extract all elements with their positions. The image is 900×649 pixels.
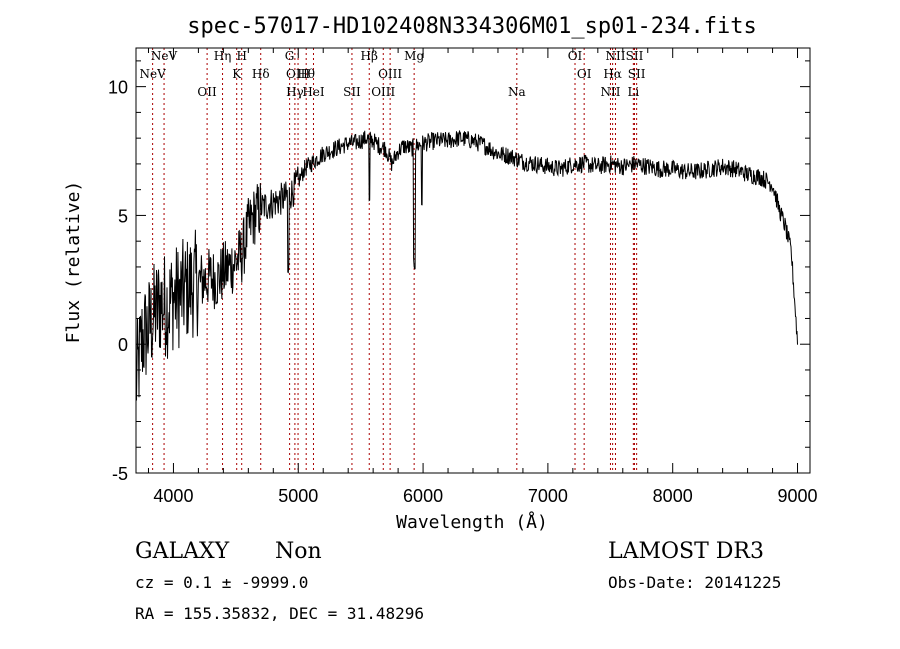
x-tick-label: 5000 [278, 486, 318, 506]
coordinates: RA = 155.35832, DEC = 31.48296 [135, 604, 424, 623]
spectral-line-label: H [236, 49, 246, 63]
y-tick-label: -5 [112, 464, 128, 484]
spectral-line-label: Mg [404, 49, 424, 63]
spectral-line-label: Hα [603, 67, 622, 81]
spectral-line-label: OI [577, 67, 592, 81]
spectral-line-label: Hθ [297, 67, 315, 81]
spectrum-line [135, 130, 798, 401]
x-axis-label: Wavelength (Å) [396, 511, 548, 533]
spectral-line-label: Hγ [286, 85, 304, 99]
x-tick-label: 6000 [403, 486, 443, 506]
y-axis-label: Flux (relative) [63, 181, 84, 344]
spectral-line-label: HeI [302, 85, 325, 99]
spectral-line-label: SII [343, 85, 361, 99]
spectral-line-label: Na [508, 85, 526, 99]
object-class: GALAXY [135, 539, 230, 564]
spectral-line-label: OI [568, 49, 583, 63]
y-tick-label: 5 [118, 206, 128, 226]
spectral-line-label: NII [600, 85, 620, 99]
chart-title: spec-57017-HD102408N334306M01_sp01-234.f… [187, 14, 757, 39]
spectral-line-label: SII [626, 49, 644, 63]
spectral-line-labels: NeVNeVOIIHηKHHδGHγOIIIHβOIIIOIIIMgNaOIOI… [139, 49, 645, 99]
y-axis-ticks: -5 0 5 10 [108, 60, 810, 484]
spectral-line-label: OIII [286, 67, 310, 81]
spectral-line-label: Hβ [361, 49, 378, 63]
x-tick-label: 7000 [528, 486, 568, 506]
obs-date: Obs-Date: 20141225 [608, 573, 781, 592]
x-tick-label: 4000 [153, 486, 193, 506]
spectral-line-label: OIII [371, 85, 395, 99]
redshift-readout: cz = 0.1 ± -9999.0 [135, 573, 308, 592]
y-tick-label: 0 [118, 335, 128, 355]
y-tick-label: 10 [108, 78, 128, 98]
x-tick-label: 8000 [653, 486, 693, 506]
x-tick-label: 9000 [777, 486, 817, 506]
spectral-line-label: Li [627, 85, 639, 99]
object-subclass: Non [275, 539, 322, 564]
spectral-lines-layer [152, 48, 638, 473]
x-axis-ticks: 4000 5000 6000 7000 8000 9000 [147, 48, 818, 506]
spectral-line-label: G [285, 49, 295, 63]
spectral-line-label: OIII [378, 67, 402, 81]
spectral-line-label: K [232, 67, 242, 81]
spectral-line-label: Hη [214, 49, 232, 63]
survey-name: LAMOST DR3 [608, 539, 764, 564]
spectral-line-label: SII [628, 67, 646, 81]
spectral-line-label: OII [197, 85, 217, 99]
spectral-line-label: NeV [139, 67, 166, 81]
spectral-line-label: Hδ [252, 67, 270, 81]
spectral-line-label: NeV [151, 49, 178, 63]
spectral-line-label: NII [605, 49, 625, 63]
